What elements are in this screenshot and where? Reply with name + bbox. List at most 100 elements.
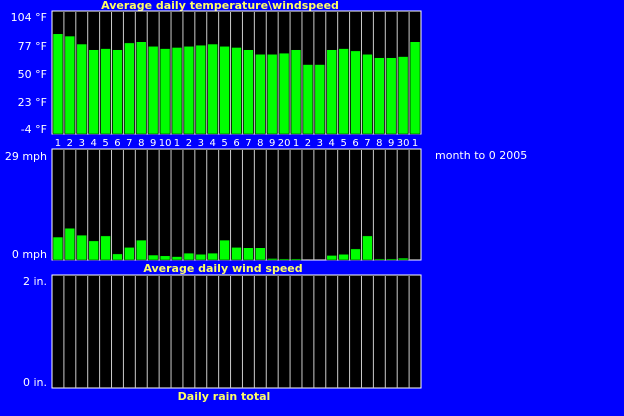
temp-bar bbox=[195, 44, 206, 135]
temp-bar bbox=[88, 49, 99, 135]
day-tick-label: 5 bbox=[221, 138, 227, 149]
wind-plot-area bbox=[51, 148, 422, 261]
rain-plot-area bbox=[51, 274, 422, 389]
temp-bar bbox=[338, 48, 349, 135]
wind-ytick-label: 29 mph bbox=[5, 150, 47, 163]
wind-bar bbox=[100, 235, 111, 261]
temp-bar bbox=[100, 48, 111, 135]
wind-bar bbox=[183, 252, 195, 261]
day-tick-label: 3 bbox=[317, 138, 323, 149]
temp-bar bbox=[314, 64, 326, 135]
temp-bar bbox=[278, 52, 290, 135]
temp-bar bbox=[124, 42, 135, 135]
temp-ytick-label: 104 °F bbox=[11, 11, 47, 24]
period-note: month to 0 2005 bbox=[435, 149, 527, 162]
wind-bar bbox=[219, 239, 230, 261]
day-tick-label: 7 bbox=[126, 138, 132, 149]
temp-bar bbox=[207, 43, 218, 135]
temp-ytick-label: 50 °F bbox=[18, 68, 47, 81]
wind-bar bbox=[290, 258, 302, 261]
day-tick-label: 8 bbox=[376, 138, 382, 149]
temp-bar bbox=[171, 47, 183, 135]
day-tick-label: 20 bbox=[278, 138, 291, 149]
day-tick-label: 1 bbox=[293, 138, 299, 149]
wind-bar bbox=[326, 255, 337, 261]
wind-bar bbox=[52, 236, 64, 261]
temp-bar bbox=[243, 49, 254, 135]
day-tick-label: 2 bbox=[305, 138, 311, 149]
day-tick-label: 2 bbox=[67, 138, 73, 149]
temp-bar bbox=[136, 41, 147, 135]
temp-ytick-label: -4 °F bbox=[21, 123, 47, 136]
temp-bar bbox=[231, 47, 242, 135]
temp-bar bbox=[397, 56, 409, 135]
wind-bar bbox=[88, 240, 99, 261]
wind-bar bbox=[386, 258, 397, 261]
wind-bar bbox=[338, 254, 349, 261]
temp-bar bbox=[290, 49, 302, 135]
temp-ytick-label: 23 °F bbox=[18, 96, 47, 109]
wind-bar bbox=[112, 253, 123, 261]
day-tick-label: 8 bbox=[257, 138, 263, 149]
day-tick-label: 6 bbox=[352, 138, 358, 149]
temp-bar bbox=[112, 49, 123, 135]
day-tick-label: 10 bbox=[159, 138, 172, 149]
day-tick-label: 7 bbox=[245, 138, 251, 149]
wind-bar bbox=[255, 247, 266, 261]
wind-bar bbox=[76, 234, 87, 261]
day-tick-label: 5 bbox=[102, 138, 108, 149]
day-tick-label: 8 bbox=[138, 138, 144, 149]
temp-bar bbox=[374, 57, 385, 135]
temperature-chart-title: Average daily temperature\windspeed bbox=[101, 0, 339, 12]
day-tick-label: 6 bbox=[233, 138, 239, 149]
wind-bar bbox=[350, 248, 361, 261]
rain-ytick-label: 0 in. bbox=[23, 376, 47, 389]
day-tick-label: 4 bbox=[329, 138, 335, 149]
temp-bar bbox=[255, 54, 266, 135]
wind-bar bbox=[231, 247, 242, 261]
wind-bar bbox=[207, 252, 218, 261]
rain-chart-title: Daily rain total bbox=[178, 390, 271, 403]
temp-ytick-label: 77 °F bbox=[18, 40, 47, 53]
wind-bar bbox=[362, 235, 373, 261]
rain-ytick-label: 2 in. bbox=[23, 275, 47, 288]
wind-bar bbox=[147, 254, 159, 261]
day-tick-label: 9 bbox=[388, 138, 394, 149]
temp-bar bbox=[326, 49, 337, 135]
temp-bar bbox=[52, 33, 64, 135]
temp-bar bbox=[76, 43, 87, 135]
day-tick-label: 1 bbox=[412, 138, 418, 149]
day-tick-label: 6 bbox=[114, 138, 120, 149]
day-tick-label: 4 bbox=[210, 138, 216, 149]
day-tick-label: 7 bbox=[364, 138, 370, 149]
temp-bar bbox=[350, 50, 361, 135]
temp-bar bbox=[362, 54, 373, 135]
wind-bar bbox=[243, 247, 254, 261]
temp-bar bbox=[159, 48, 171, 135]
temp-bar bbox=[219, 46, 230, 135]
wind-bar bbox=[267, 258, 278, 261]
day-tick-label: 9 bbox=[269, 138, 275, 149]
temp-bar bbox=[409, 41, 421, 135]
day-tick-label: 30 bbox=[397, 138, 410, 149]
temp-bar bbox=[302, 64, 314, 135]
wind-bar bbox=[397, 257, 409, 261]
wind-bar bbox=[136, 239, 147, 261]
wind-bar bbox=[64, 227, 76, 261]
day-tick-label: 3 bbox=[198, 138, 204, 149]
day-tick-label: 2 bbox=[186, 138, 192, 149]
temp-bar bbox=[147, 46, 159, 135]
temp-bar bbox=[183, 46, 195, 135]
temp-bar bbox=[386, 57, 397, 135]
day-tick-label: 1 bbox=[55, 138, 61, 149]
wind-bar bbox=[278, 258, 290, 261]
wind-bar bbox=[374, 258, 385, 261]
wind-ytick-label: 0 mph bbox=[12, 248, 47, 261]
day-tick-label: 4 bbox=[90, 138, 96, 149]
wind-bar bbox=[124, 247, 135, 261]
day-tick-label: 5 bbox=[340, 138, 346, 149]
day-tick-label: 9 bbox=[150, 138, 156, 149]
temp-bar bbox=[267, 54, 278, 135]
wind-chart-title: Average daily wind speed bbox=[143, 262, 302, 275]
